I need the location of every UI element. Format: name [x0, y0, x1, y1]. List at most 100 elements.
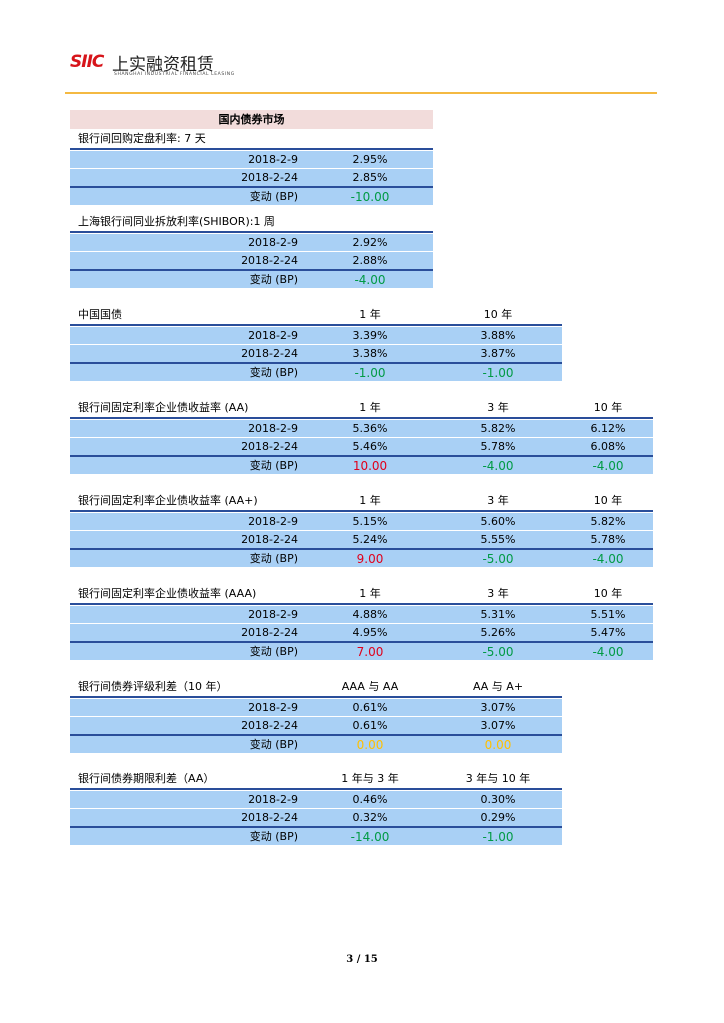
- rate-value: 3.38%: [352, 347, 388, 360]
- data-row: 2018-2-9 0.46% 0.30%: [70, 790, 562, 809]
- date-label: 2018-2-9: [248, 700, 298, 714]
- change-label: 变动 (BP): [249, 272, 298, 286]
- change-row: 变动 (BP) -10.00: [70, 185, 433, 205]
- table-header-row: 上海银行间同业拆放利率(SHIBOR):1 周: [70, 213, 433, 233]
- data-row: 2018-2-24 5.24% 5.55% 5.78%: [70, 531, 653, 549]
- rate-value: 4.95%: [352, 626, 388, 639]
- rate-value: 0.61%: [352, 719, 388, 732]
- rate-value: 3.88%: [480, 328, 516, 342]
- rate-value: 5.31%: [480, 607, 516, 621]
- column-header: 3 年: [487, 494, 509, 507]
- date-label: 2018-2-24: [241, 719, 298, 732]
- change-value: 7.00: [356, 644, 384, 659]
- table-title: 中国国债: [78, 308, 122, 321]
- change-row: 变动 (BP) 9.00 -5.00 -4.00: [70, 547, 653, 567]
- data-row: 2018-2-24 3.38% 3.87%: [70, 345, 562, 363]
- data-row: 2018-2-9 0.61% 3.07%: [70, 698, 562, 717]
- company-name-en: SHANGHAI INDUSTRIAL FINANCIAL LEASING: [114, 72, 235, 77]
- change-value: -10.00: [350, 189, 390, 204]
- rate-value: 0.46%: [352, 792, 388, 806]
- column-header: 10 年: [593, 401, 623, 414]
- logo: SIIC: [70, 52, 104, 72]
- date-label: 2018-2-9: [248, 607, 298, 621]
- change-value: -5.00: [482, 551, 514, 566]
- header-rule: [65, 92, 657, 94]
- column-header: 1 年与 3 年: [341, 772, 399, 785]
- rate-value: 6.12%: [590, 421, 626, 435]
- rate-value: 2.95%: [352, 152, 388, 166]
- table-header-row: 银行间固定利率企业债收益率 (AAA) 1 年 3 年 10 年: [70, 585, 653, 605]
- rate-value: 5.15%: [352, 514, 388, 528]
- data-row: 2018-2-9 5.36% 5.82% 6.12%: [70, 419, 653, 438]
- column-header: 10 年: [593, 587, 623, 600]
- change-value: -4.00: [592, 644, 624, 659]
- rate-value: 5.36%: [352, 421, 388, 435]
- change-value: 0.00: [356, 737, 384, 752]
- date-label: 2018-2-24: [241, 171, 298, 184]
- table-header-row: 中国国债 1 年 10 年: [70, 306, 562, 326]
- rate-value: 5.60%: [480, 514, 516, 528]
- data-row: 2018-2-9 4.88% 5.31% 5.51%: [70, 605, 653, 624]
- change-label: 变动 (BP): [249, 737, 298, 751]
- rate-value: 2.88%: [352, 254, 388, 267]
- rate-value: 6.08%: [590, 440, 626, 453]
- rate-value: 5.78%: [590, 533, 626, 546]
- data-row: 2018-2-9 2.92%: [70, 233, 433, 252]
- date-label: 2018-2-24: [241, 626, 298, 639]
- change-row: 变动 (BP) 10.00 -4.00 -4.00: [70, 454, 653, 474]
- data-row: 2018-2-24 4.95% 5.26% 5.47%: [70, 624, 653, 642]
- change-value: 0.00: [484, 737, 512, 752]
- table-title: 银行间固定利率企业债收益率 (AA): [78, 401, 249, 414]
- table-header-row: 银行间回购定盘利率: 7 天: [70, 130, 433, 150]
- data-row: 2018-2-24 2.88%: [70, 252, 433, 270]
- table-header-row: 银行间债券评级利差（10 年） AAA 与 AA AA 与 A+: [70, 678, 562, 698]
- column-header: 1 年: [359, 587, 381, 600]
- change-label: 变动 (BP): [249, 551, 298, 565]
- change-label: 变动 (BP): [249, 829, 298, 843]
- column-header: 3 年与 10 年: [465, 772, 531, 785]
- table-title: 银行间固定利率企业债收益率 (AAA): [78, 587, 257, 600]
- table-title: 上海银行间同业拆放利率(SHIBOR):1 周: [78, 215, 275, 228]
- column-header: 10 年: [593, 494, 623, 507]
- column-header: 1 年: [359, 401, 381, 414]
- table-title: 银行间债券评级利差（10 年）: [78, 680, 228, 693]
- rate-value: 0.32%: [352, 811, 388, 824]
- rate-value: 5.26%: [480, 626, 516, 639]
- company-name: 上实融资租赁: [112, 55, 214, 75]
- rate-value: 2.92%: [352, 235, 388, 249]
- data-row: 2018-2-24 5.46% 5.78% 6.08%: [70, 438, 653, 456]
- data-row: 2018-2-24 2.85%: [70, 169, 433, 187]
- rate-value: 5.51%: [590, 607, 626, 621]
- column-header: 10 年: [483, 308, 513, 321]
- rate-value: 2.85%: [352, 171, 388, 184]
- change-value: 10.00: [352, 458, 388, 473]
- rate-value: 3.07%: [480, 719, 516, 732]
- rate-value: 5.82%: [480, 421, 516, 435]
- date-label: 2018-2-24: [241, 811, 298, 824]
- rate-value: 0.61%: [352, 700, 388, 714]
- rate-value: 5.82%: [590, 514, 626, 528]
- date-label: 2018-2-9: [248, 792, 298, 806]
- column-header: 3 年: [487, 401, 509, 414]
- change-label: 变动 (BP): [249, 458, 298, 472]
- data-row: 2018-2-9 2.95%: [70, 150, 433, 169]
- section-title: 国内债券市场: [70, 110, 433, 129]
- data-row: 2018-2-24 0.32% 0.29%: [70, 809, 562, 827]
- date-label: 2018-2-9: [248, 152, 298, 166]
- data-row: 2018-2-9 3.39% 3.88%: [70, 326, 562, 345]
- change-value: -1.00: [482, 365, 514, 380]
- rate-value: 5.78%: [480, 440, 516, 453]
- column-header: 1 年: [359, 494, 381, 507]
- change-value: -1.00: [482, 829, 514, 844]
- table-title: 银行间回购定盘利率: 7 天: [78, 132, 206, 145]
- column-header: 1 年: [359, 308, 381, 321]
- change-label: 变动 (BP): [249, 365, 298, 379]
- rate-value: 3.07%: [480, 700, 516, 714]
- rate-value: 5.55%: [480, 533, 516, 546]
- data-row: 2018-2-24 0.61% 3.07%: [70, 717, 562, 735]
- date-label: 2018-2-9: [248, 514, 298, 528]
- change-row: 变动 (BP) -14.00 -1.00: [70, 825, 562, 845]
- date-label: 2018-2-9: [248, 328, 298, 342]
- table-header-row: 银行间固定利率企业债收益率 (AA) 1 年 3 年 10 年: [70, 399, 653, 419]
- change-value: -4.00: [482, 458, 514, 473]
